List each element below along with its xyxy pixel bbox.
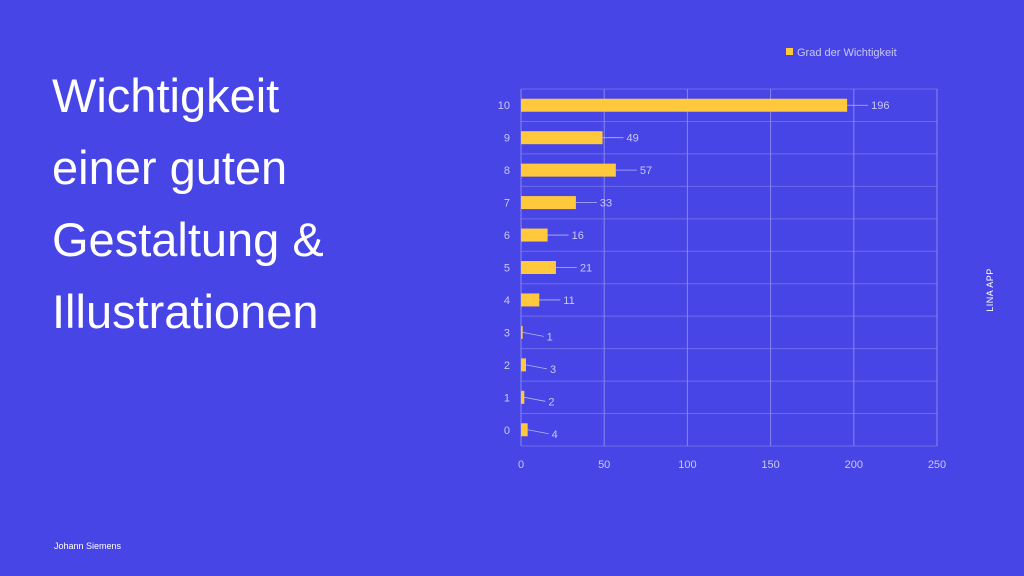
bar <box>521 325 523 339</box>
data-label: 49 <box>627 133 639 145</box>
x-tick-label: 250 <box>928 459 946 471</box>
bar <box>521 98 848 112</box>
slide-title: Wichtigkeit einer guten Gestaltung & Ill… <box>52 60 472 348</box>
bar <box>521 423 528 437</box>
x-tick-label: 200 <box>845 459 863 471</box>
side-label: LINA APP <box>985 268 995 312</box>
x-tick-label: 50 <box>598 459 610 471</box>
data-label: 2 <box>548 396 554 408</box>
data-label-leader <box>527 429 549 435</box>
title-line-4: Illustrationen <box>52 285 319 338</box>
bar <box>521 131 603 145</box>
data-label: 21 <box>580 263 592 275</box>
data-label: 57 <box>640 165 652 177</box>
bar <box>521 261 556 274</box>
author-name: Johann Siemens <box>54 541 122 551</box>
bar <box>521 358 526 372</box>
y-tick-label: 6 <box>504 230 510 242</box>
y-tick-label: 4 <box>504 295 510 307</box>
legend-swatch <box>786 48 793 55</box>
legend-label: Grad der Wichtigkeit <box>797 47 897 59</box>
bar <box>521 390 525 404</box>
y-tick-label: 0 <box>504 425 510 437</box>
title-line-1: Wichtigkeit <box>52 69 280 122</box>
bar <box>521 228 548 242</box>
y-tick-label: 5 <box>504 263 510 275</box>
data-label: 11 <box>563 295 574 307</box>
y-tick-label: 1 <box>504 392 510 404</box>
y-tick-label: 8 <box>504 165 510 177</box>
title-line-2: einer guten <box>52 141 288 194</box>
data-label: 33 <box>600 198 612 210</box>
x-tick-label: 150 <box>761 459 779 471</box>
data-label-leader <box>522 332 544 337</box>
y-tick-label: 9 <box>504 133 510 145</box>
x-tick-label: 100 <box>678 459 696 471</box>
bar <box>521 196 576 210</box>
y-tick-label: 10 <box>498 100 510 112</box>
data-label-leader <box>525 364 548 370</box>
x-tick-label: 0 <box>518 459 524 471</box>
data-label: 3 <box>550 364 556 376</box>
data-label: 1 <box>547 331 553 343</box>
bar <box>521 293 540 307</box>
data-label: 16 <box>572 230 584 242</box>
bar <box>521 163 616 177</box>
y-tick-label: 3 <box>504 327 510 339</box>
data-label: 4 <box>552 429 558 441</box>
data-label-leader <box>524 396 546 402</box>
y-tick-label: 2 <box>504 360 510 372</box>
title-line-3: Gestaltung & <box>52 213 324 266</box>
data-label: 196 <box>871 100 889 112</box>
y-tick-label: 7 <box>504 198 510 210</box>
